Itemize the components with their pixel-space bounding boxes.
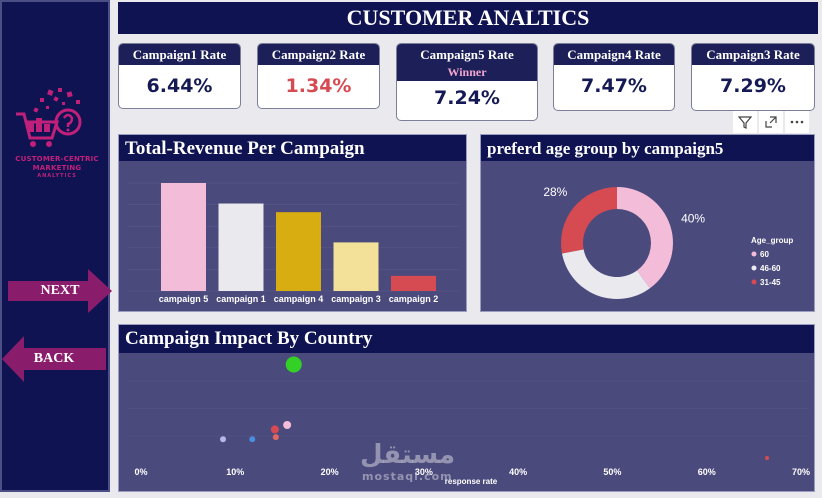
x-tick-label: 30%	[415, 467, 433, 477]
x-tick-label: 0%	[134, 467, 147, 477]
x-axis-label: response rate	[445, 477, 498, 486]
x-tick-label: 10%	[226, 467, 244, 477]
bar-category-label: campaign 4	[274, 294, 324, 304]
scatter-point[interactable]	[249, 436, 256, 443]
logo-icon	[16, 88, 82, 147]
donut-slice[interactable]	[561, 249, 650, 299]
bar-category-label: campaign 1	[216, 294, 266, 304]
x-tick-label: 50%	[603, 467, 621, 477]
impact-panel-title: Campaign Impact By Country	[119, 325, 814, 353]
campaign-impact-scatter-chart: 0% 10% 20% 30% 40% 50% 60% 70% response rate	[127, 356, 810, 486]
visual-toolbar	[733, 111, 809, 133]
logo-text-line1: CUSTOMER-CENTRIC	[15, 155, 99, 163]
revenue-bar[interactable]	[276, 212, 321, 291]
x-tick-label: 20%	[321, 467, 339, 477]
scatter-point[interactable]	[765, 456, 770, 460]
kpi-card-campaign2: Campaign2 Rate 1.34%	[257, 43, 380, 109]
kpi-value: 1.34%	[285, 75, 352, 97]
watermark: مستقل mostaql.com	[360, 440, 456, 483]
kpi-value: 7.29%	[720, 75, 786, 97]
revenue-bar[interactable]	[218, 203, 264, 291]
next-button[interactable]: NEXT	[8, 269, 112, 313]
bar-category-label: campaign 2	[389, 294, 439, 304]
next-arrow-icon	[8, 269, 112, 313]
donut-slice[interactable]	[561, 187, 617, 254]
kpi-card-campaign4: Campaign4 Rate 7.47%	[553, 43, 675, 111]
legend-marker	[751, 279, 757, 285]
donut-slice[interactable]	[617, 187, 673, 289]
kpi-label: Campaign5 Rate	[397, 44, 537, 65]
kpi-label: Campaign4 Rate	[554, 44, 674, 65]
bar-category-label: campaign 3	[331, 294, 381, 304]
back-button-label: BACK	[33, 351, 75, 366]
scatter-point[interactable]	[285, 356, 302, 373]
sidebar: CUSTOMER-CENTRIC MARKETING ANALYTICS NEX…	[0, 0, 112, 492]
page-title: CUSTOMER ANALTICS	[118, 2, 818, 34]
kpi-value: 7.24%	[434, 87, 500, 109]
kpi-label: Campaign3 Rate	[692, 44, 814, 65]
revenue-bar[interactable]	[391, 275, 436, 291]
kpi-card-campaign1: Campaign1 Rate 6.44%	[118, 43, 241, 109]
bar-category-label: campaign 5	[159, 294, 209, 304]
legend-marker	[751, 265, 757, 271]
more-options-icon[interactable]	[785, 111, 809, 133]
legend-title: Age_group	[751, 236, 793, 245]
back-button[interactable]: BACK	[2, 336, 106, 382]
donut-percent-label: 32%	[576, 310, 600, 311]
next-button-label: NEXT	[40, 283, 80, 298]
scatter-point[interactable]	[270, 425, 279, 434]
scatter-point[interactable]	[272, 434, 279, 441]
age-group-donut-chart: 40% 32% 28% Age_group 60 46-60 31-45	[543, 185, 793, 324]
revenue-bar[interactable]	[333, 242, 379, 291]
revenue-panel-title: Total-Revenue Per Campaign	[119, 135, 466, 161]
kpi-label: Campaign2 Rate	[258, 44, 379, 65]
revenue-panel: Total-Revenue Per Campaign campaign 5 cam…	[118, 134, 467, 312]
revenue-bar[interactable]	[161, 183, 206, 291]
legend-entry: 60	[760, 250, 769, 259]
scatter-point[interactable]	[283, 421, 292, 429]
kpi-card-campaign5: Campaign5 Rate Winner 7.24%	[396, 43, 538, 121]
donut-percent-label: 40%	[681, 211, 705, 225]
watermark-latin: mostaql.com	[362, 470, 453, 483]
back-arrow-icon	[2, 336, 106, 382]
winner-badge: Winner	[397, 65, 537, 81]
revenue-bar-chart: campaign 5 campaign 1 campaign 4 campaign 3…	[127, 182, 459, 304]
filter-icon[interactable]	[733, 111, 757, 133]
kpi-card-campaign3: Campaign3 Rate 7.29%	[691, 43, 815, 111]
kpi-value: 7.47%	[581, 75, 647, 97]
kpi-label: Campaign1 Rate	[119, 44, 240, 65]
legend-marker	[751, 251, 757, 257]
age-panel-title: preferd age group by campaign5	[481, 135, 814, 161]
x-tick-label: 60%	[698, 467, 716, 477]
legend-entry: 46-60	[760, 264, 781, 273]
kpi-value: 6.44%	[146, 75, 213, 97]
x-tick-label: 40%	[509, 467, 527, 477]
scatter-point[interactable]	[220, 436, 227, 443]
x-tick-label: 70%	[792, 467, 810, 477]
campaign-impact-panel: Campaign Impact By Country 0% 10% 20% 30% 40…	[118, 324, 815, 492]
watermark-arabic: مستقل	[360, 440, 456, 470]
focus-mode-icon[interactable]	[759, 111, 783, 133]
age-group-panel: preferd age group by campaign5 40% 32% 28%…	[480, 134, 815, 324]
logo-text-line2: MARKETING	[32, 164, 82, 172]
donut-percent-label: 28%	[543, 185, 567, 199]
logo-text-line3: ANALYTICS	[37, 173, 77, 179]
legend-entry: 31-45	[760, 278, 781, 287]
